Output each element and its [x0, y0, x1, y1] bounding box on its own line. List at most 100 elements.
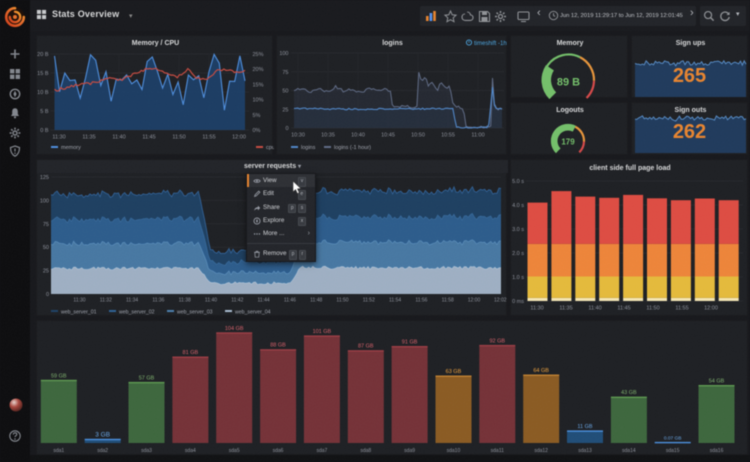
- svg-text:Sign ups: Sign ups: [676, 40, 706, 47]
- svg-text:10:35: 10:35: [321, 133, 335, 139]
- svg-text:logins: logins: [382, 40, 403, 47]
- svg-text:11:40: 11:40: [588, 306, 601, 312]
- svg-text:11:46: 11:46: [284, 298, 296, 304]
- svg-text:5%: 5%: [253, 113, 261, 119]
- svg-text:91 GB: 91 GB: [402, 339, 418, 345]
- svg-text:timeshift -1h: timeshift -1h: [474, 41, 507, 47]
- svg-text:web_server_04: web_server_04: [235, 310, 271, 316]
- svg-text:20%: 20%: [253, 67, 264, 73]
- svg-text:11:50: 11:50: [646, 306, 659, 312]
- svg-text:50: 50: [43, 245, 49, 251]
- svg-text:104 GB: 104 GB: [225, 326, 244, 332]
- svg-text:11:30: 11:30: [73, 298, 85, 304]
- svg-text:11:30: 11:30: [52, 135, 65, 141]
- svg-text:10:50: 10:50: [411, 133, 425, 139]
- svg-text:59 GB: 59 GB: [51, 373, 67, 379]
- svg-text:25%: 25%: [253, 52, 264, 58]
- svg-text:11:56: 11:56: [415, 298, 427, 304]
- svg-text:sda3: sda3: [141, 448, 152, 454]
- svg-text:81 GB: 81 GB: [183, 350, 199, 356]
- svg-text:15%: 15%: [253, 82, 264, 88]
- svg-text:125: 125: [40, 175, 49, 181]
- svg-text:25: 25: [282, 107, 288, 113]
- svg-text:sda15: sda15: [666, 448, 680, 454]
- svg-text:100: 100: [279, 51, 288, 57]
- svg-text:memory: memory: [61, 145, 81, 151]
- svg-text:Memory / CPU: Memory / CPU: [132, 40, 179, 47]
- svg-text:3 GB: 3 GB: [95, 431, 110, 438]
- svg-text:12:00: 12:00: [704, 306, 718, 312]
- svg-text:11:40: 11:40: [112, 135, 125, 141]
- svg-text:sda14: sda14: [622, 448, 636, 454]
- svg-text:11:44: 11:44: [258, 298, 270, 304]
- svg-text:10:40: 10:40: [351, 133, 365, 139]
- svg-text:63 GB: 63 GB: [446, 369, 462, 375]
- svg-text:5 B: 5 B: [40, 109, 49, 115]
- svg-text:88 GB: 88 GB: [270, 343, 286, 349]
- svg-text:10:30: 10:30: [291, 133, 305, 139]
- svg-text:57 GB: 57 GB: [139, 375, 155, 381]
- svg-text:11:35: 11:35: [559, 306, 572, 312]
- svg-text:0 ms: 0 ms: [512, 299, 524, 305]
- svg-text:sda12: sda12: [534, 448, 548, 454]
- svg-text:11:45: 11:45: [142, 135, 155, 141]
- svg-text:262: 262: [673, 121, 706, 143]
- svg-text:12:02: 12:02: [494, 298, 507, 304]
- svg-text:web_server_02: web_server_02: [119, 310, 155, 316]
- svg-text:179: 179: [561, 138, 575, 147]
- svg-text:11:45: 11:45: [617, 306, 630, 312]
- svg-text:web_server_01: web_server_01: [61, 310, 97, 316]
- svg-text:11:50: 11:50: [172, 135, 185, 141]
- svg-text:11:30: 11:30: [530, 306, 543, 312]
- svg-text:sda5: sda5: [229, 448, 240, 454]
- svg-text:11 GB: 11 GB: [577, 424, 593, 430]
- svg-text:43 GB: 43 GB: [621, 390, 637, 396]
- svg-text:web_server_03: web_server_03: [177, 310, 213, 316]
- svg-text:cpu: cpu: [266, 145, 274, 151]
- svg-text:89 B: 89 B: [557, 77, 580, 89]
- svg-text:12:00: 12:00: [468, 298, 481, 304]
- svg-text:11:55: 11:55: [675, 306, 688, 312]
- svg-text:2.0 s: 2.0 s: [512, 251, 524, 257]
- svg-text:sda16: sda16: [710, 448, 724, 454]
- svg-text:0%: 0%: [253, 128, 261, 134]
- svg-text:sda1: sda1: [53, 448, 64, 454]
- svg-text:sda7: sda7: [316, 448, 327, 454]
- svg-text:12:00: 12:00: [232, 135, 246, 141]
- svg-text:101 GB: 101 GB: [313, 329, 332, 335]
- svg-text:logins: logins: [301, 145, 316, 151]
- svg-text:11:38: 11:38: [179, 298, 191, 304]
- svg-text:11:50: 11:50: [336, 298, 348, 304]
- svg-text:client side full page load: client side full page load: [589, 165, 670, 172]
- svg-text:logins (-1 hour): logins (-1 hour): [334, 145, 371, 151]
- svg-text:92 GB: 92 GB: [490, 338, 506, 344]
- svg-text:15 B: 15 B: [37, 71, 49, 77]
- svg-text:11:32: 11:32: [100, 298, 112, 304]
- svg-text:sda8: sda8: [360, 448, 371, 454]
- svg-text:0.07 GB: 0.07 GB: [664, 435, 682, 441]
- svg-text:75: 75: [282, 70, 288, 76]
- svg-text:25: 25: [43, 269, 49, 275]
- svg-text:4.0 s: 4.0 s: [512, 203, 524, 209]
- svg-text:11:34: 11:34: [126, 298, 138, 304]
- svg-text:50: 50: [282, 89, 288, 95]
- svg-text:11:42: 11:42: [231, 298, 243, 304]
- svg-text:100: 100: [40, 198, 49, 204]
- svg-text:1.0 s: 1.0 s: [512, 275, 524, 281]
- svg-text:11:54: 11:54: [389, 298, 401, 304]
- svg-text:11:00: 11:00: [471, 133, 484, 139]
- svg-text:265: 265: [673, 65, 706, 87]
- svg-text:sda4: sda4: [185, 448, 196, 454]
- svg-text:10:45: 10:45: [381, 133, 395, 139]
- svg-text:Logouts: Logouts: [556, 107, 584, 114]
- svg-text:10 B: 10 B: [37, 90, 49, 96]
- svg-text:87 GB: 87 GB: [358, 344, 374, 350]
- svg-text:sda10: sda10: [447, 448, 461, 454]
- svg-text:64 GB: 64 GB: [533, 368, 549, 374]
- svg-text:75: 75: [43, 222, 49, 228]
- svg-text:sda2: sda2: [97, 448, 108, 454]
- svg-text:0: 0: [285, 126, 288, 132]
- svg-text:11:36: 11:36: [152, 298, 164, 304]
- svg-text:11:58: 11:58: [442, 298, 454, 304]
- svg-text:Memory: Memory: [557, 40, 584, 47]
